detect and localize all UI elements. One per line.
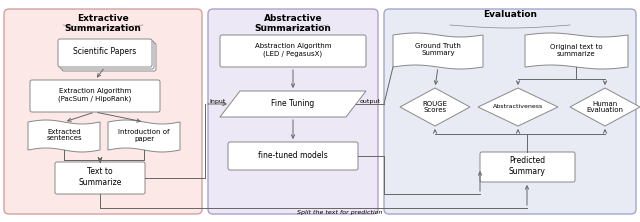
Text: Extraction Algorithm
(PacSum / HipoRank): Extraction Algorithm (PacSum / HipoRank) [58, 88, 132, 102]
Text: Evaluation: Evaluation [483, 10, 537, 19]
Polygon shape [525, 33, 628, 69]
Text: Introduction of
paper: Introduction of paper [118, 129, 170, 141]
FancyBboxPatch shape [4, 9, 202, 214]
Text: Input: Input [210, 99, 226, 105]
Text: Split the text for prediction: Split the text for prediction [297, 210, 383, 215]
Polygon shape [478, 88, 558, 126]
FancyBboxPatch shape [62, 43, 156, 71]
Text: Scientific Papers: Scientific Papers [74, 48, 136, 57]
FancyBboxPatch shape [384, 9, 636, 214]
FancyBboxPatch shape [55, 162, 145, 194]
FancyBboxPatch shape [228, 142, 358, 170]
Text: fine-tuned models: fine-tuned models [258, 151, 328, 159]
FancyBboxPatch shape [480, 152, 575, 182]
Text: Abstractive
Summarization: Abstractive Summarization [255, 14, 332, 33]
Text: Text to
Summarize: Text to Summarize [78, 167, 122, 187]
FancyBboxPatch shape [30, 80, 160, 112]
Text: Abstraction Algorithm
(LED / PegasusX): Abstraction Algorithm (LED / PegasusX) [255, 43, 332, 57]
Text: Human
Evaluation: Human Evaluation [586, 101, 623, 113]
Polygon shape [400, 88, 470, 126]
Polygon shape [28, 120, 100, 152]
Polygon shape [220, 91, 366, 117]
Text: Extracted
sentences: Extracted sentences [46, 129, 82, 141]
Text: Abstractiveness: Abstractiveness [493, 105, 543, 109]
Polygon shape [570, 88, 640, 126]
Text: Predicted
Summary: Predicted Summary [509, 156, 545, 176]
Polygon shape [393, 33, 483, 69]
FancyBboxPatch shape [58, 39, 152, 67]
FancyBboxPatch shape [208, 9, 378, 214]
FancyBboxPatch shape [60, 41, 154, 69]
Text: Original text to
summarize: Original text to summarize [550, 44, 602, 57]
Text: output: output [360, 99, 380, 103]
Text: Ground Truth
Summary: Ground Truth Summary [415, 44, 461, 57]
FancyBboxPatch shape [220, 35, 366, 67]
Text: Extractive
Summarization: Extractive Summarization [65, 14, 141, 33]
Text: Fine Tuning: Fine Tuning [271, 99, 315, 109]
Polygon shape [108, 120, 180, 152]
Text: ROUGE
Scores: ROUGE Scores [422, 101, 447, 113]
